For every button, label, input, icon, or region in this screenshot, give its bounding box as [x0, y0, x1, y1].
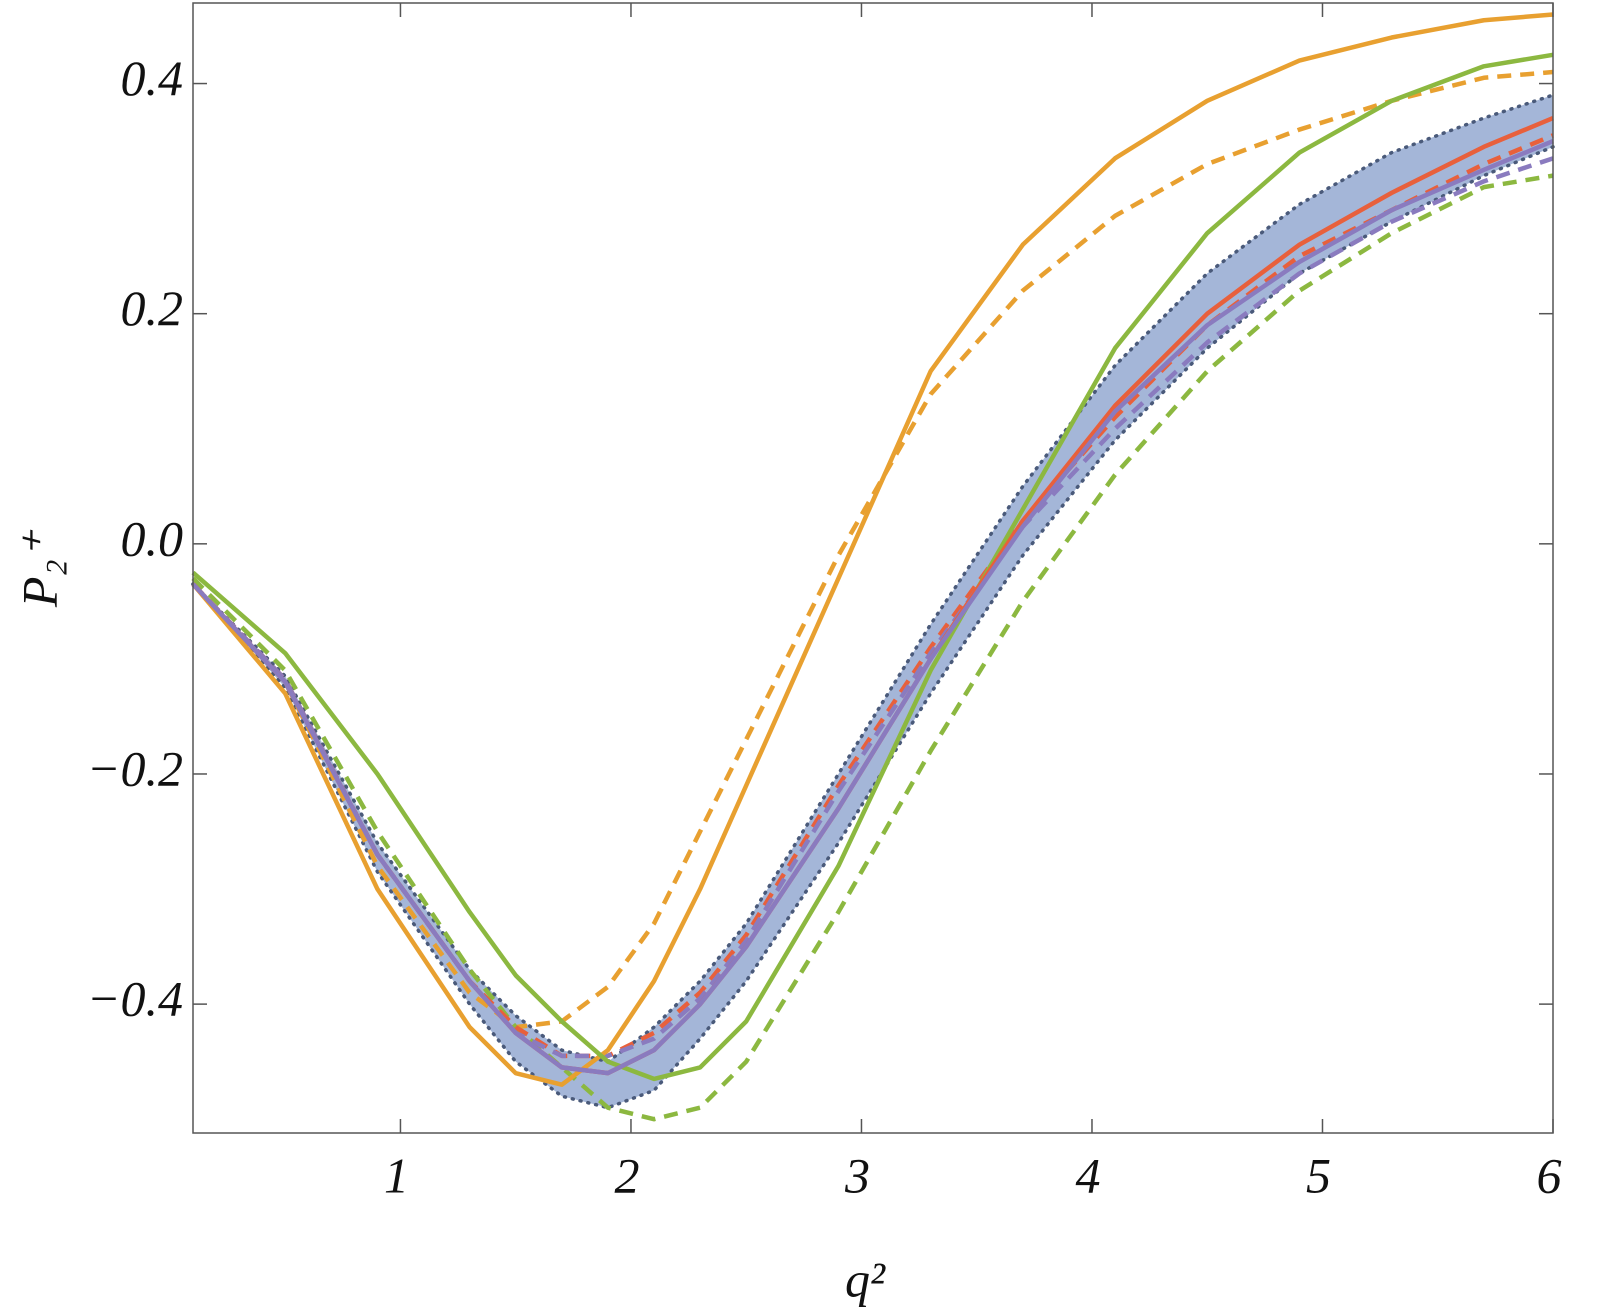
x-tick-label: 4	[1075, 1147, 1100, 1203]
series-line	[191, 173, 1554, 1122]
x-tick-label: 1	[384, 1147, 409, 1203]
series-line	[191, 52, 1554, 1082]
y-tick-label: −0.2	[87, 740, 183, 796]
band-area	[193, 95, 1553, 1108]
series-line	[191, 12, 1554, 1087]
x-tick-label: 3	[844, 1147, 870, 1203]
x-tick-label: 2	[614, 1147, 639, 1203]
x-tick-label: 5	[1306, 1147, 1331, 1203]
plot-area	[191, 12, 1555, 1122]
y-axis-label: P₂⁺	[11, 529, 67, 608]
y-tick-label: 0.4	[121, 50, 184, 106]
y-tick-label: 0.0	[121, 510, 184, 566]
x-tick-label: 6	[1537, 1147, 1562, 1203]
series-line	[191, 139, 1554, 1076]
x-axis-label: q²	[845, 1251, 886, 1307]
plot-frame	[192, 2, 1554, 1134]
series-line	[191, 145, 1555, 1110]
y-tick-label: 0.2	[121, 280, 184, 336]
y-tick-label: −0.4	[87, 971, 183, 1027]
series-line	[191, 69, 1554, 1030]
series-line	[191, 93, 1555, 1064]
